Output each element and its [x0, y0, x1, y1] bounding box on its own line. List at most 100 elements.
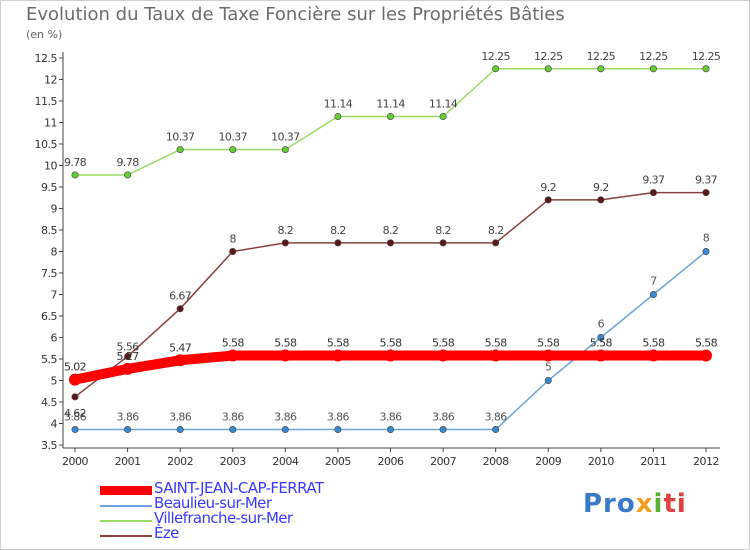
y-tick-label: 10.5 [35, 138, 58, 151]
data-point [439, 426, 447, 434]
data-label: 3.86 [379, 411, 402, 424]
data-label: 5.58 [327, 337, 350, 350]
data-point [492, 426, 500, 434]
data-point [176, 146, 184, 154]
data-label: 5.58 [590, 337, 613, 350]
data-label: 12.25 [534, 50, 563, 63]
y-tick-label: 11.5 [35, 95, 58, 108]
data-point [281, 426, 289, 434]
data-label: 11.14 [324, 97, 353, 110]
series-line-2 [74, 68, 707, 176]
data-point [542, 349, 555, 362]
data-point [386, 239, 394, 247]
data-point [386, 426, 394, 434]
data-label: 3.86 [64, 411, 87, 424]
x-tick-label: 2012 [693, 455, 719, 468]
data-label: 5.56 [117, 340, 140, 353]
data-point [279, 349, 292, 362]
logo-part-x: x [635, 489, 654, 519]
data-label: 9.2 [593, 181, 609, 194]
y-tick-label: 3.5 [41, 439, 57, 452]
y-tick-label: 12.5 [35, 52, 58, 65]
data-point [331, 349, 344, 362]
x-tick-label: 2011 [640, 455, 666, 468]
data-label: 3.86 [117, 411, 140, 424]
data-label: 8 [703, 232, 710, 245]
data-label: 12.25 [692, 50, 721, 63]
x-tick-label: 2000 [62, 455, 88, 468]
data-label: 3.86 [169, 411, 192, 424]
data-point [71, 426, 79, 434]
data-label: 5.47 [169, 341, 192, 354]
legend-swatch [100, 505, 152, 507]
data-point [281, 239, 289, 247]
data-label: 3.86 [327, 411, 350, 424]
y-tick-label: 9.5 [41, 181, 57, 194]
data-label: 8.2 [435, 224, 451, 237]
data-label: 5.58 [642, 337, 665, 350]
y-tick-label: 7.5 [41, 267, 57, 280]
data-point [649, 65, 657, 73]
data-label: 4.62 [64, 407, 86, 420]
data-label: 5.58 [379, 337, 402, 350]
data-point [229, 248, 237, 256]
data-label: 5.27 [117, 350, 140, 363]
data-point [492, 239, 500, 247]
data-label: 10.37 [166, 131, 195, 144]
data-point [386, 112, 394, 120]
data-point [71, 171, 79, 179]
data-point [597, 196, 605, 204]
data-label: 8.2 [330, 224, 346, 237]
data-label: 12.25 [481, 50, 510, 63]
proxiti-logo: Proxiti [583, 489, 687, 519]
data-point [176, 426, 184, 434]
y-tick-label: 12 [44, 74, 57, 87]
data-point [334, 112, 342, 120]
x-tick-label: 2003 [220, 455, 246, 468]
legend-label: Èze [154, 524, 179, 542]
data-point [437, 349, 450, 362]
data-label: 5.02 [64, 361, 86, 374]
data-point [489, 349, 502, 362]
data-point [334, 426, 342, 434]
data-point [334, 239, 342, 247]
data-label: 5.58 [274, 337, 297, 350]
data-point [544, 65, 552, 73]
data-point [384, 349, 397, 362]
data-label: 8.2 [383, 224, 399, 237]
data-point [544, 376, 552, 384]
data-point [702, 189, 710, 197]
legend-swatch [100, 520, 152, 522]
chart-title: Evolution du Taux de Taxe Foncière sur l… [26, 4, 565, 25]
data-point [124, 171, 132, 179]
x-tick-label: 2006 [378, 455, 404, 468]
data-label: 3.86 [274, 411, 297, 424]
y-tick-label: 8.5 [41, 224, 57, 237]
x-tick-label: 2002 [167, 455, 193, 468]
legend-label: Beaulieu-sur-Mer [154, 494, 272, 512]
data-label: 9.2 [540, 181, 556, 194]
data-label: 9.37 [642, 174, 665, 187]
data-label: 8.2 [488, 224, 504, 237]
y-tick-label: 10 [44, 160, 57, 173]
data-label: 11.14 [429, 97, 458, 110]
x-tick-label: 2005 [325, 455, 351, 468]
data-label: 12.25 [587, 50, 616, 63]
x-tick-label: 2008 [483, 455, 509, 468]
data-point [594, 349, 607, 362]
data-label: 5.58 [537, 337, 560, 350]
x-tick-label: 2009 [535, 455, 561, 468]
data-point [700, 349, 712, 362]
data-point [121, 362, 134, 375]
legend-swatch [100, 486, 152, 495]
legend-label: Villefranche-sur-Mer [154, 509, 293, 527]
data-point [597, 333, 605, 341]
data-label: 3.86 [222, 411, 245, 424]
data-label: 6 [598, 318, 605, 331]
data-point [647, 349, 660, 362]
data-label: 10.37 [271, 131, 300, 144]
data-point [69, 373, 81, 386]
data-point [226, 349, 239, 362]
